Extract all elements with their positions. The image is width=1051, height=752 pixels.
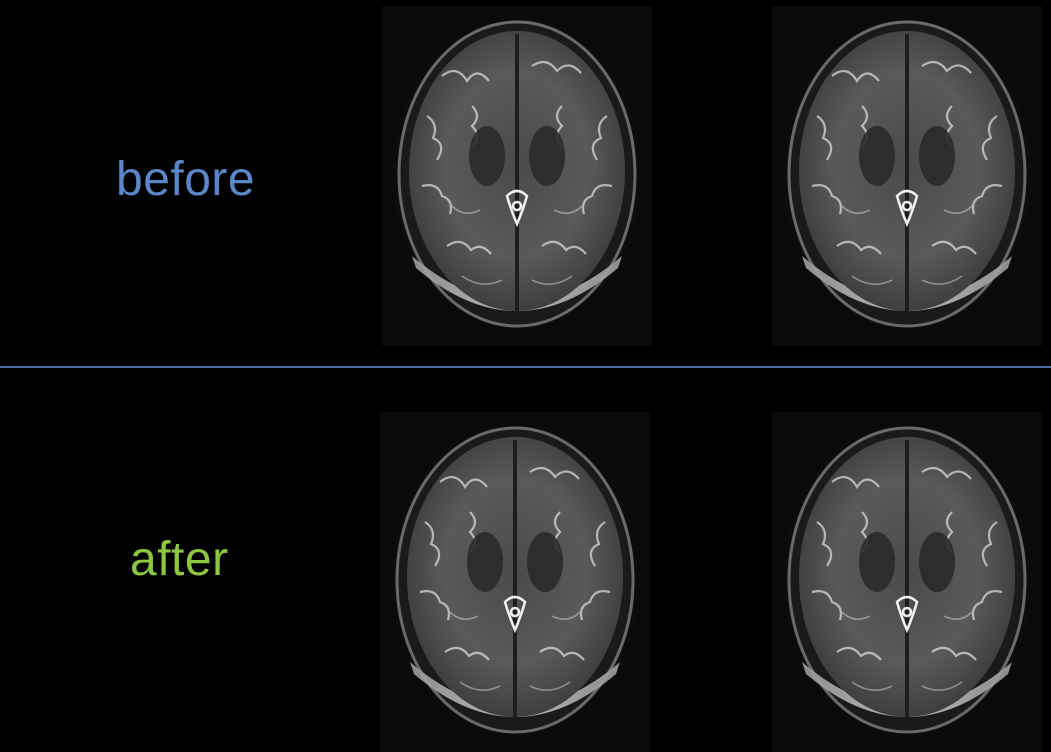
before-scan-left xyxy=(382,6,652,346)
after-label: after xyxy=(130,533,229,586)
after-scan-left xyxy=(380,412,650,752)
after-scan-right xyxy=(772,412,1042,752)
before-label: before xyxy=(116,153,256,206)
row-divider xyxy=(0,366,1051,368)
brain-mri-icon xyxy=(380,412,650,752)
brain-mri-icon xyxy=(382,6,652,346)
brain-mri-icon xyxy=(772,6,1042,346)
brain-mri-icon xyxy=(772,412,1042,752)
before-scan-right xyxy=(772,6,1042,346)
